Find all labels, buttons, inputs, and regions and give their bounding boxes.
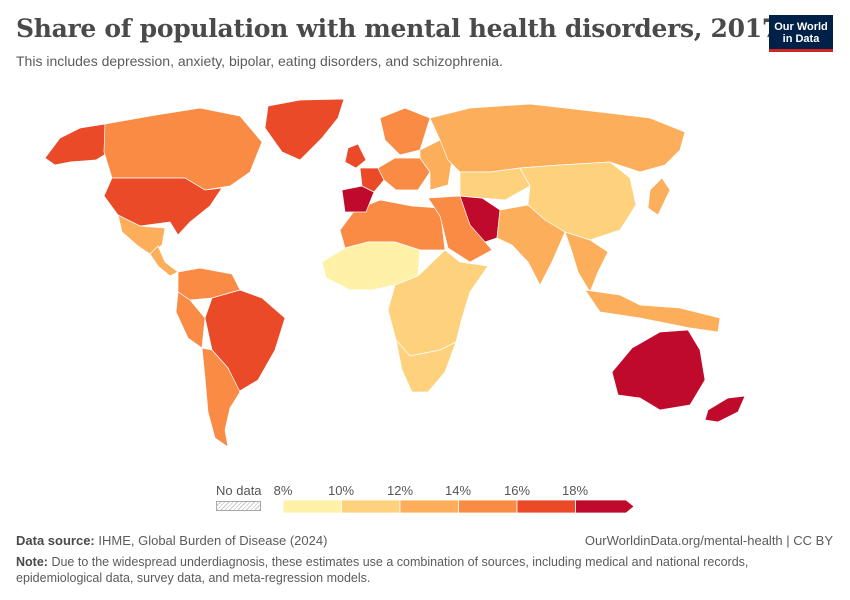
legend-bin-18[interactable] bbox=[575, 500, 635, 513]
region-alaska[interactable] bbox=[44, 123, 113, 166]
footnote: Note: Due to the widespread underdiagnos… bbox=[16, 554, 836, 586]
legend-color-bar bbox=[283, 500, 635, 513]
legend-no-data-label: No data bbox=[216, 483, 262, 498]
region-central-asia[interactable] bbox=[459, 167, 531, 201]
region-brazil[interactable] bbox=[204, 289, 286, 393]
owid-logo[interactable]: Our World in Data bbox=[769, 15, 833, 52]
region-southeast-asia[interactable] bbox=[564, 231, 609, 293]
source-url-link[interactable]: OurWorldinData.org/mental-health | CC BY bbox=[584, 533, 833, 548]
region-spain-and-portugal[interactable] bbox=[341, 185, 375, 213]
data-source-text[interactable]: IHME, Global Burden of Disease (2024) bbox=[98, 533, 328, 548]
legend-tick-14: 14% bbox=[444, 483, 472, 498]
legend-tick-16: 16% bbox=[503, 483, 531, 498]
legend-bin-12[interactable] bbox=[399, 500, 459, 513]
legend-bin-14[interactable] bbox=[458, 500, 518, 513]
region-australia[interactable] bbox=[611, 329, 706, 411]
region-southern-africa[interactable] bbox=[395, 338, 457, 393]
region-united-kingdom-and-ireland[interactable] bbox=[344, 143, 367, 169]
region-russia[interactable] bbox=[429, 103, 686, 173]
region-indonesia-and-new-guinea[interactable] bbox=[584, 289, 721, 333]
legend-bin-8[interactable] bbox=[283, 500, 342, 513]
data-source-label: Data source: bbox=[16, 533, 95, 548]
legend-bin-16[interactable] bbox=[516, 500, 576, 513]
legend-tick-18: 18% bbox=[561, 483, 589, 498]
chart-title: Share of population with mental health d… bbox=[16, 14, 779, 43]
chart-subtitle: This includes depression, anxiety, bipol… bbox=[16, 53, 503, 69]
region-china[interactable] bbox=[519, 161, 637, 241]
region-greenland[interactable] bbox=[264, 98, 345, 161]
region-india[interactable] bbox=[496, 204, 566, 286]
legend-bin-10[interactable] bbox=[341, 500, 401, 513]
region-central-america[interactable] bbox=[149, 245, 179, 277]
region-peru[interactable] bbox=[175, 291, 206, 349]
legend-tick-10: 10% bbox=[327, 483, 355, 498]
logo-line-1: Our World bbox=[774, 21, 828, 33]
legend-no-data-swatch[interactable] bbox=[216, 501, 261, 511]
logo-line-2: in Data bbox=[782, 33, 820, 45]
region-central-europe[interactable] bbox=[377, 157, 431, 191]
world-map[interactable] bbox=[0, 90, 850, 460]
region-southern-cone[interactable] bbox=[201, 347, 241, 448]
region-japan[interactable] bbox=[647, 177, 671, 216]
legend-tick-8: 8% bbox=[273, 483, 293, 498]
region-new-zealand[interactable] bbox=[704, 395, 746, 423]
footnote-text: Due to the widespread underdiagnosis, th… bbox=[16, 555, 749, 585]
region-france[interactable] bbox=[359, 167, 385, 193]
legend-tick-12: 12% bbox=[386, 483, 414, 498]
data-source: Data source: IHME, Global Burden of Dise… bbox=[16, 533, 327, 548]
region-scandinavia[interactable] bbox=[379, 107, 431, 156]
footnote-label: Note: bbox=[16, 555, 48, 569]
